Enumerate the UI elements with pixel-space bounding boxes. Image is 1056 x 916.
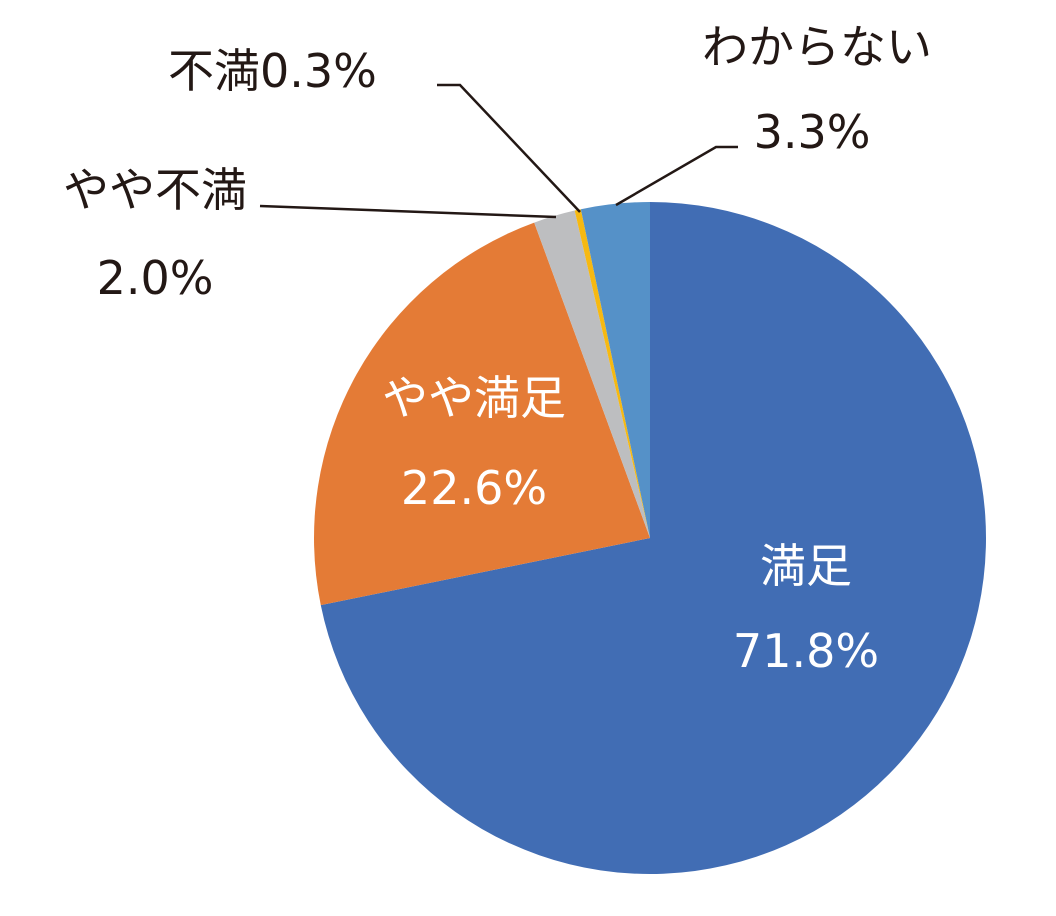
slice-value-yaya-manzoku: 22.6%	[401, 461, 547, 515]
slice-label-fuman: 不満0.3%	[168, 44, 377, 98]
slice-label-yaya-manzoku: やや満足	[382, 371, 566, 425]
leader-line-wakaranai	[615, 145, 738, 207]
leader-lines	[259, 83, 738, 219]
pie-slices	[314, 202, 987, 874]
pie-slice-manzoku	[320, 202, 987, 874]
slice-value-yaya-fuman: 2.0%	[97, 251, 214, 305]
leader-line-yaya-fuman	[259, 204, 557, 219]
pie-slice-yaya-fuman	[534, 210, 650, 538]
slice-label-fuman-name: 不満	[168, 44, 260, 98]
pie-slice-yaya-manzoku	[314, 222, 650, 606]
slice-label-yaya-fuman: やや不満	[63, 163, 247, 217]
slice-label-wakaranai: わからない	[702, 20, 932, 74]
slice-label-manzoku: 満足	[760, 539, 852, 593]
slice-value-fuman: 0.3%	[260, 44, 377, 98]
slice-value-manzoku: 71.8%	[733, 624, 879, 678]
leader-line-fuman	[437, 83, 581, 213]
slice-value-wakaranai: 3.3%	[754, 105, 871, 159]
pie-slice-wakaranai	[580, 202, 650, 538]
pie-slice-fuman	[574, 209, 650, 538]
